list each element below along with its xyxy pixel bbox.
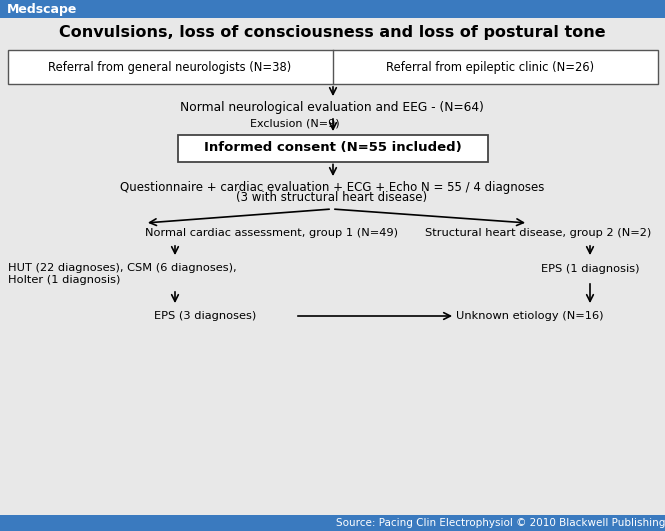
Bar [0, 515, 665, 531]
Text: Medscape: Medscape [7, 3, 77, 15]
Text: Normal cardiac assessment, group 1 (N=49): Normal cardiac assessment, group 1 (N=49… [145, 228, 398, 238]
Text: Convulsions, loss of consciousness and loss of postural tone: Convulsions, loss of consciousness and l… [59, 25, 605, 40]
Text: EPS (3 diagnoses): EPS (3 diagnoses) [154, 311, 256, 321]
Text: Referral from epileptic clinic (N=26): Referral from epileptic clinic (N=26) [386, 61, 594, 73]
Text: Questionnaire + cardiac evaluation + ECG + Echo N = 55 / 4 diagnoses: Questionnaire + cardiac evaluation + ECG… [120, 181, 544, 193]
Text: Informed consent (N=55 included): Informed consent (N=55 included) [204, 141, 462, 155]
Bar [0, 0, 665, 18]
Text: Exclusion (N=9): Exclusion (N=9) [250, 118, 340, 128]
Text: Unknown etiology (N=16): Unknown etiology (N=16) [456, 311, 604, 321]
Text: Holter (1 diagnosis): Holter (1 diagnosis) [8, 275, 120, 285]
Text: Normal neurological evaluation and EEG - (N=64): Normal neurological evaluation and EEG -… [180, 100, 484, 114]
Text: Referral from general neurologists (N=38): Referral from general neurologists (N=38… [49, 61, 292, 73]
Text: Structural heart disease, group 2 (N=2): Structural heart disease, group 2 (N=2) [425, 228, 651, 238]
Bar [178, 134, 488, 161]
Text: (3 with structural heart disease): (3 with structural heart disease) [237, 192, 428, 204]
Text: HUT (22 diagnoses), CSM (6 diagnoses),: HUT (22 diagnoses), CSM (6 diagnoses), [8, 263, 237, 273]
Text: EPS (1 diagnosis): EPS (1 diagnosis) [541, 264, 639, 274]
Text: Source: Pacing Clin Electrophysiol © 2010 Blackwell Publishing: Source: Pacing Clin Electrophysiol © 201… [336, 518, 665, 528]
Bar [8, 50, 658, 84]
